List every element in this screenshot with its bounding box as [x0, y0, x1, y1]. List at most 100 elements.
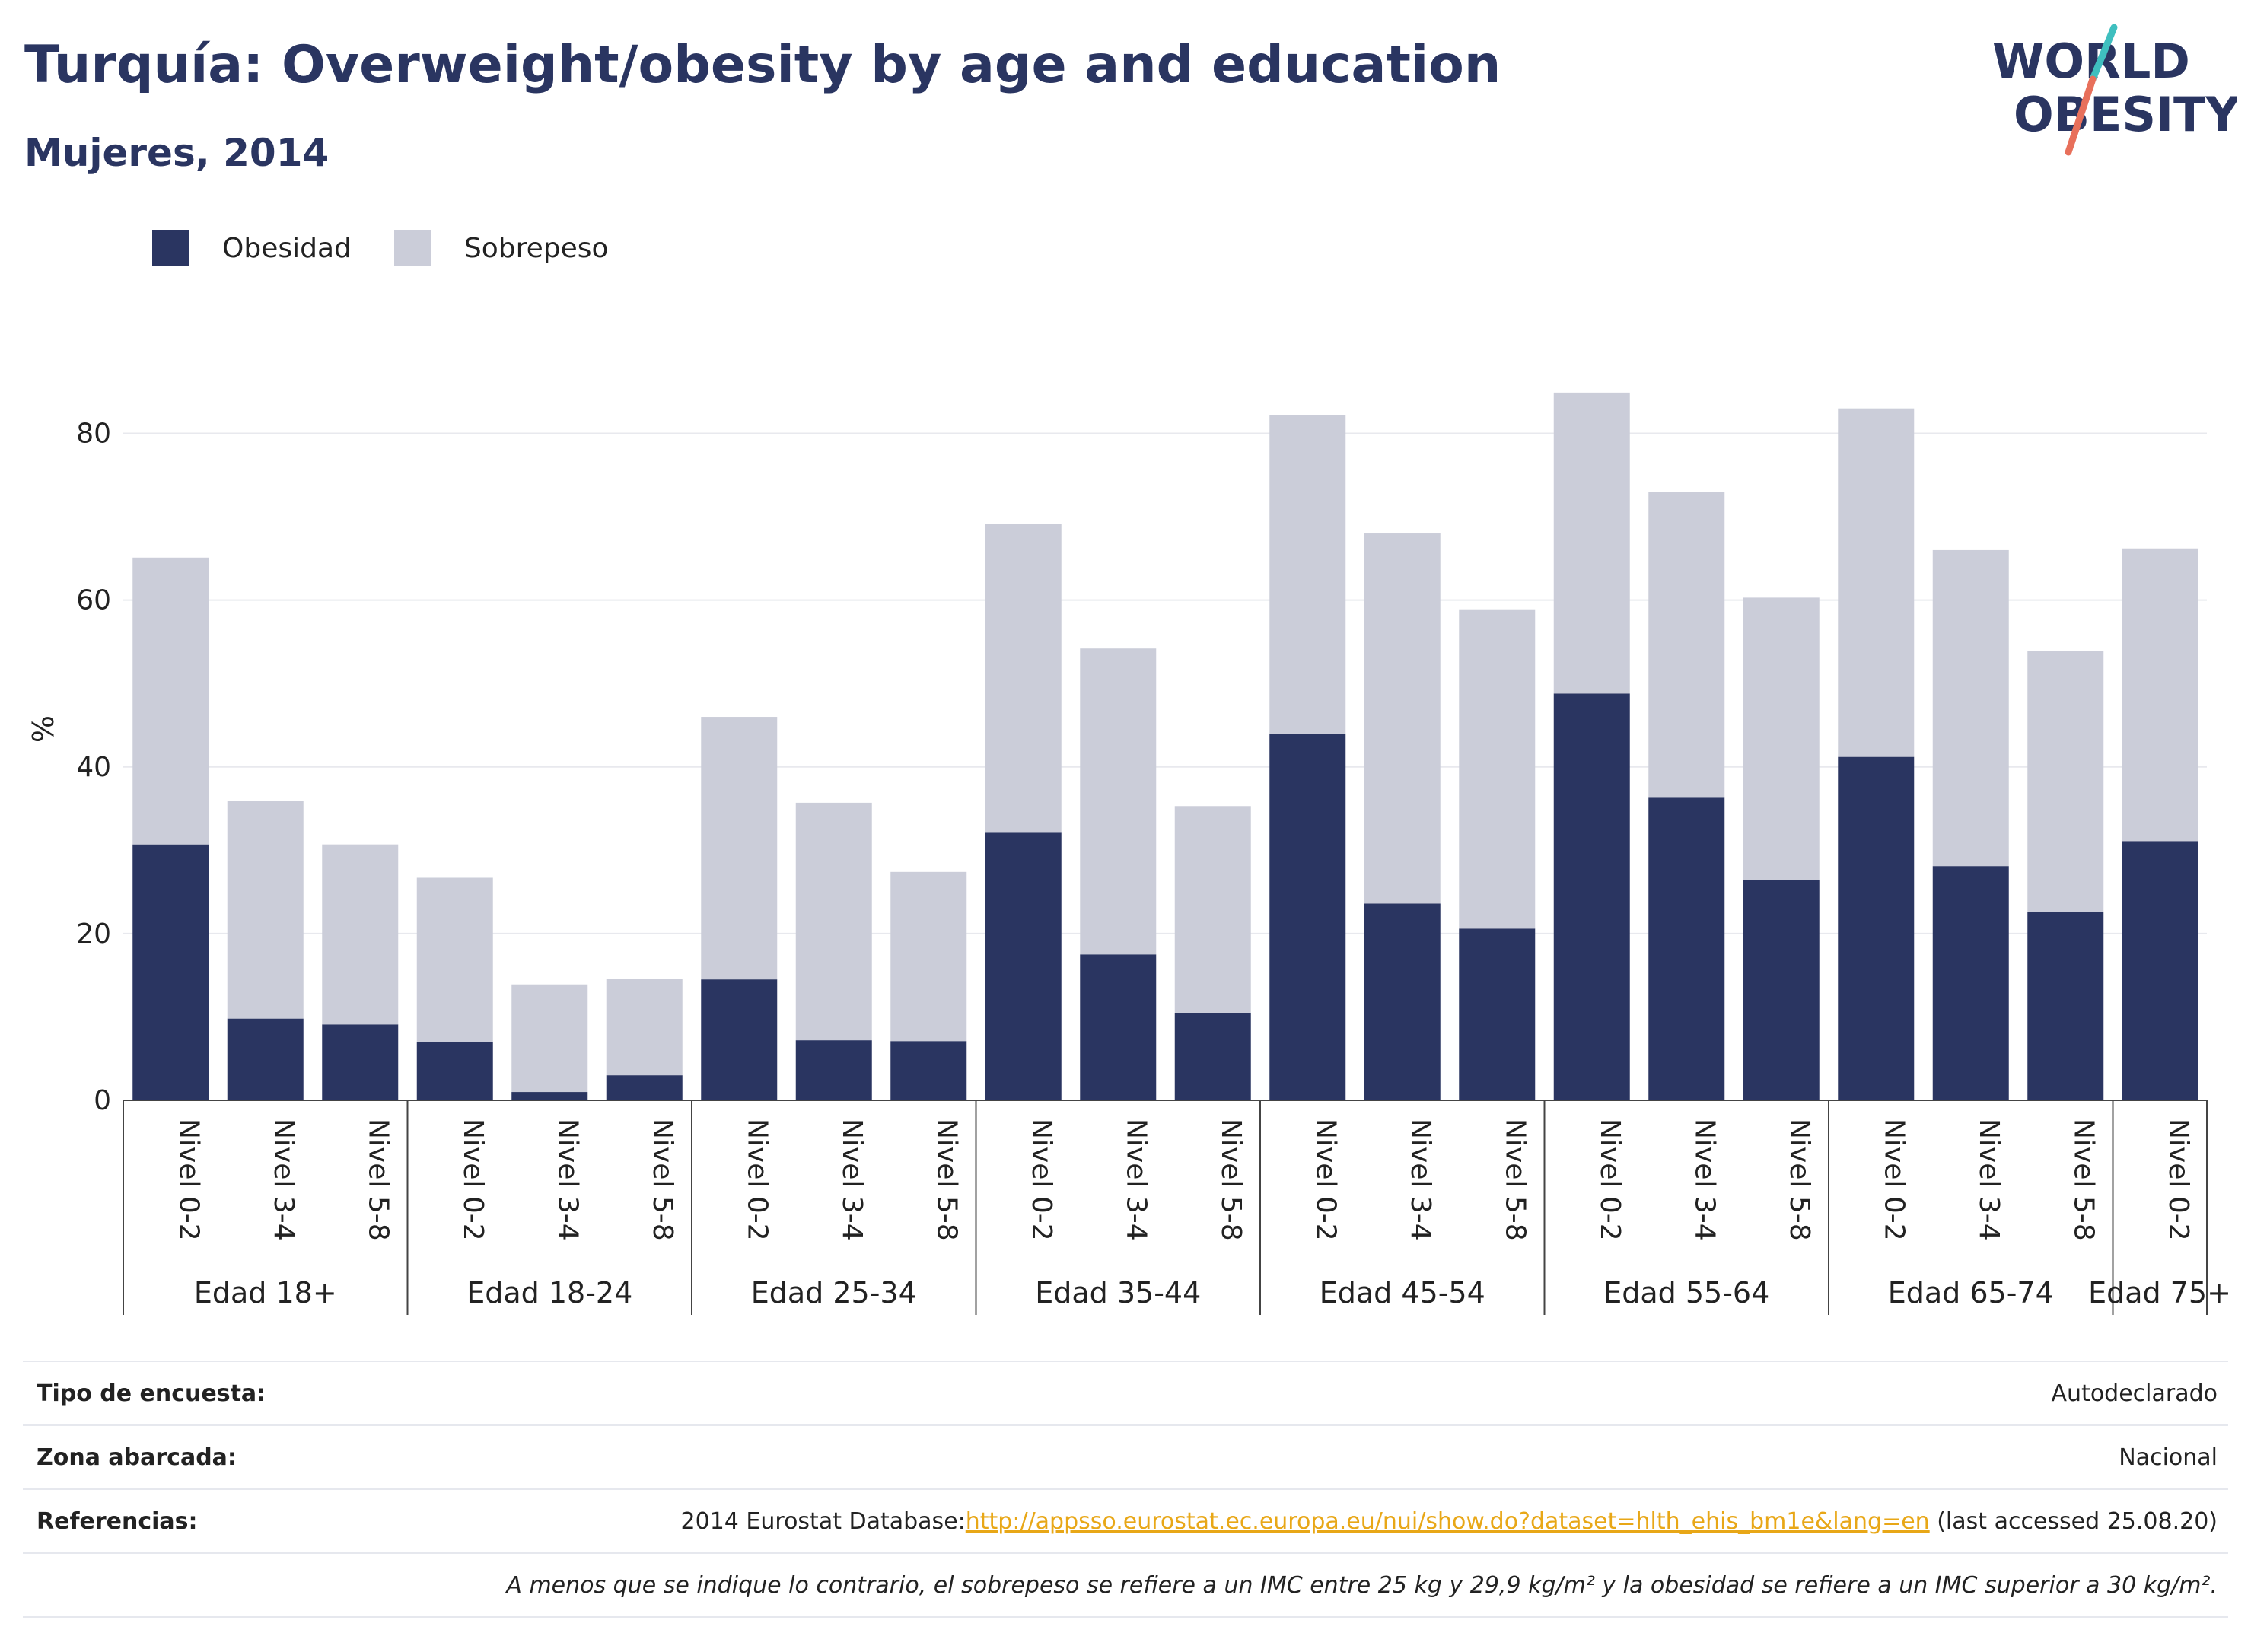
bar-obesity[interactable]	[1364, 903, 1441, 1100]
x-tick-label: Nivel 5-8	[1499, 1119, 1530, 1241]
legend-label-obesity: Obesidad	[222, 232, 352, 264]
bar-obesity[interactable]	[1838, 756, 1915, 1100]
bar-obesity[interactable]	[416, 1042, 493, 1100]
bar-obesity[interactable]	[701, 979, 778, 1100]
y-tick-label: 60	[76, 585, 111, 616]
legend-label-overweight: Sobrepeso	[463, 232, 609, 264]
bar-overweight[interactable]	[890, 871, 967, 1042]
group-label: Edad 45-54	[1320, 1276, 1485, 1310]
x-tick-label: Nivel 0-2	[741, 1119, 772, 1241]
bar-overweight[interactable]	[1553, 392, 1630, 694]
x-tick-label: Nivel 0-2	[1310, 1119, 1341, 1241]
x-tick-label: Nivel 3-4	[552, 1119, 583, 1241]
x-tick-label: Nivel 3-4	[1120, 1119, 1151, 1241]
bar-overweight[interactable]	[1174, 806, 1251, 1013]
x-tick-label: Nivel 0-2	[1026, 1119, 1057, 1241]
x-tick-label: Nivel 0-2	[457, 1119, 489, 1241]
bar-obesity[interactable]	[2027, 912, 2104, 1100]
bar-obesity[interactable]	[1648, 797, 1725, 1100]
bar-overweight[interactable]	[795, 802, 872, 1041]
logo-slash-coral	[2065, 75, 2097, 156]
bar-obesity[interactable]	[1080, 954, 1157, 1100]
legend: Obesidad Sobrepeso	[152, 228, 651, 268]
group-label: Edad 35-44	[1035, 1276, 1201, 1310]
bar-overweight[interactable]	[1743, 597, 1820, 880]
bar-overweight[interactable]	[227, 801, 304, 1019]
bar-overweight[interactable]	[1080, 648, 1157, 955]
x-tick-label: Nivel 0-2	[173, 1119, 204, 1241]
bar-obesity[interactable]	[132, 844, 209, 1100]
info-row-survey: Tipo de encuesta: Autodeclarado	[23, 1361, 2228, 1424]
bar-overweight[interactable]	[1838, 408, 1915, 757]
group-label: Edad 75+	[2088, 1276, 2231, 1310]
group-label: Edad 18-24	[466, 1276, 632, 1310]
x-tick-label: Nivel 3-4	[1405, 1119, 1436, 1241]
bar-obesity[interactable]	[890, 1041, 967, 1100]
bar-overweight[interactable]	[132, 557, 209, 845]
bar-obesity[interactable]	[1932, 866, 2009, 1100]
survey-type-value: Autodeclarado	[2051, 1380, 2218, 1407]
bar-overweight[interactable]	[985, 524, 1062, 833]
group-label: Edad 25-34	[751, 1276, 917, 1310]
bar-obesity[interactable]	[2122, 841, 2198, 1100]
group-label: Edad 55-64	[1603, 1276, 1769, 1310]
bar-overweight[interactable]	[416, 877, 493, 1042]
area-label: Zona abarcada:	[37, 1444, 237, 1471]
bar-overweight[interactable]	[511, 984, 588, 1093]
x-tick-label: Nivel 5-8	[1784, 1119, 1815, 1241]
bar-obesity[interactable]	[1459, 928, 1536, 1100]
legend-item-overweight[interactable]: Sobrepeso	[393, 230, 609, 266]
bar-obesity[interactable]	[985, 832, 1062, 1100]
x-tick-label: Nivel 5-8	[931, 1119, 962, 1241]
group-label: Edad 65-74	[1888, 1276, 2054, 1310]
bar-overweight[interactable]	[2122, 548, 2198, 842]
area-value: Nacional	[2119, 1444, 2218, 1471]
x-tick-label: Nivel 0-2	[1878, 1119, 1909, 1241]
x-tick-label: Nivel 3-4	[1973, 1119, 2004, 1241]
bar-obesity[interactable]	[1743, 880, 1820, 1100]
legend-item-obesity[interactable]: Obesidad	[152, 230, 352, 266]
survey-type-label: Tipo de encuesta:	[37, 1380, 266, 1407]
x-tick-label: Nivel 5-8	[647, 1119, 678, 1241]
bar-overweight[interactable]	[606, 979, 683, 1076]
x-tick-label: Nivel 5-8	[1215, 1119, 1246, 1241]
bar-overweight[interactable]	[1364, 533, 1441, 904]
chart-title: Turquía: Overweight/obesity by age and e…	[24, 35, 1501, 95]
chart-subtitle: Mujeres, 2014	[24, 131, 330, 175]
references-link[interactable]: http://appsso.eurostat.ec.europa.eu/nui/…	[965, 1507, 1930, 1535]
references-value: 2014 Eurostat Database:http://appsso.eur…	[681, 1508, 2228, 1535]
bar-obesity[interactable]	[511, 1092, 588, 1100]
logo-slash-teal	[2089, 24, 2118, 83]
bar-obesity[interactable]	[227, 1018, 304, 1100]
x-tick-label: Nivel 5-8	[362, 1119, 393, 1241]
y-tick-label: 80	[76, 419, 111, 450]
info-row-references: Referencias: 2014 Eurostat Database:http…	[23, 1488, 2228, 1552]
y-tick-label: 40	[76, 752, 111, 783]
x-tick-label: Nivel 3-4	[268, 1119, 299, 1241]
info-row-note: A menos que se indique lo contrario, el …	[23, 1552, 2228, 1618]
bar-obesity[interactable]	[1553, 693, 1630, 1100]
world-obesity-logo: WORLD OBESITY	[1992, 24, 2237, 156]
info-row-area: Zona abarcada: Nacional	[23, 1424, 2228, 1488]
bar-overweight[interactable]	[322, 844, 399, 1025]
bar-overweight[interactable]	[1932, 549, 2009, 867]
legend-swatch-obesity	[152, 230, 189, 266]
stacked-bar-chart: 0 20 40 60 80% Nivel 0-2 Nivel 3-4 Nivel 5-8 Niv…	[27, 392, 2231, 1315]
group-label: Edad 18+	[194, 1276, 337, 1310]
bar-overweight[interactable]	[1459, 609, 1536, 929]
bar-overweight[interactable]	[2027, 651, 2104, 912]
bar-overweight[interactable]	[1648, 492, 1725, 798]
bar-obesity[interactable]	[1269, 733, 1346, 1100]
x-tick-label: Nivel 0-2	[2163, 1119, 2194, 1241]
definition-note: A menos que se indique lo contrario, el …	[506, 1571, 2218, 1599]
bar-obesity[interactable]	[795, 1040, 872, 1100]
bar-overweight[interactable]	[701, 717, 778, 980]
bar-obesity[interactable]	[322, 1024, 399, 1100]
bar-obesity[interactable]	[1174, 1012, 1251, 1100]
bar-overweight[interactable]	[1269, 415, 1346, 734]
bar-obesity[interactable]	[606, 1075, 683, 1100]
x-tick-label: Nivel 5-8	[2068, 1119, 2099, 1241]
logo-line-2: OBESITY	[2014, 87, 2237, 142]
references-suffix: (last accessed 25.08.20)	[1929, 1507, 2218, 1535]
y-tick-label: 20	[76, 918, 111, 950]
